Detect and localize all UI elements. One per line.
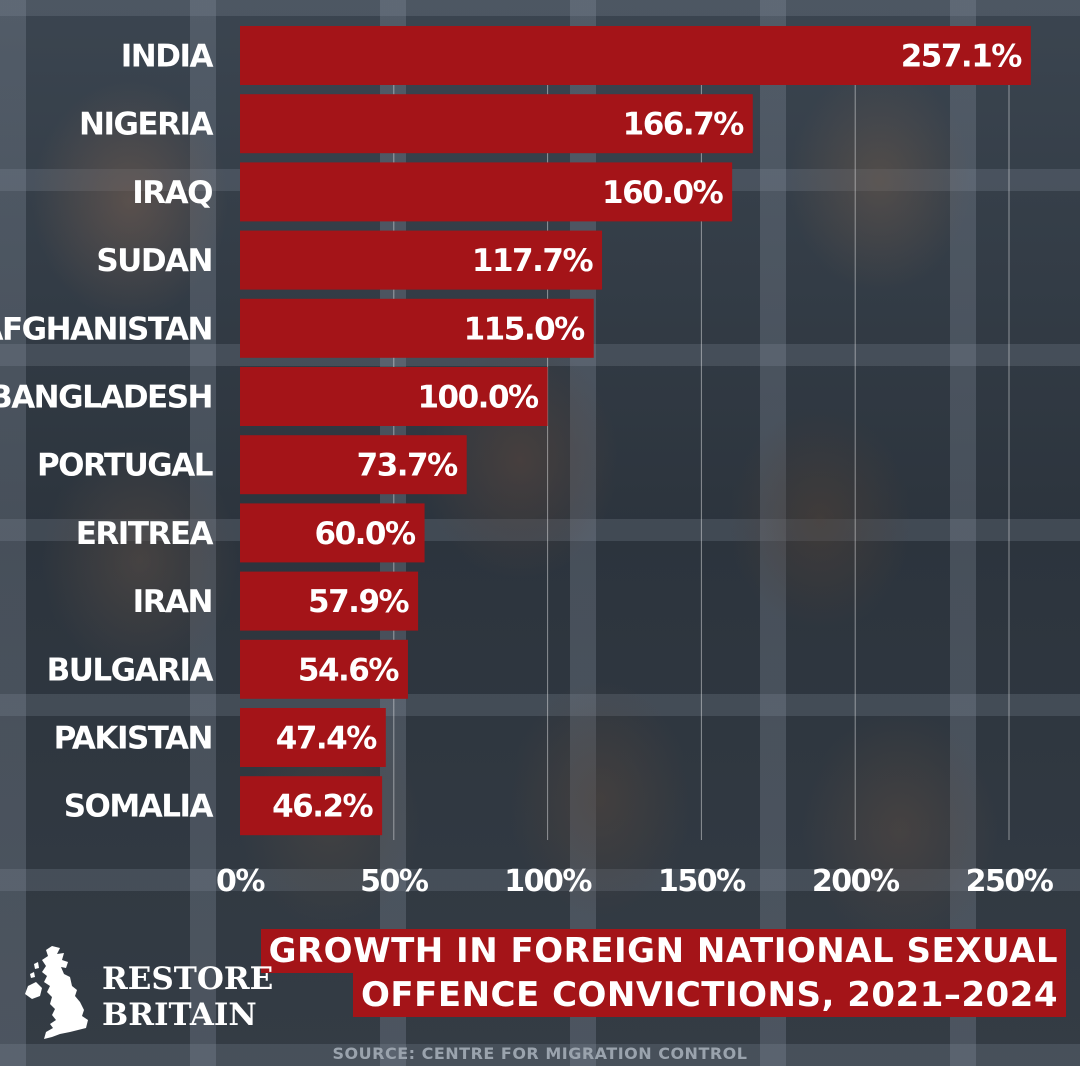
bar-bulgaria [240,639,408,699]
category-label-india: INDIA [121,39,214,75]
category-label-iraq: IRAQ [132,175,212,211]
chart-title-line-1: GROWTH IN FOREIGN NATIONAL SEXUAL [260,929,1066,973]
category-label-somalia: SOMALIA [64,789,214,825]
source-note: SOURCE: CENTRE FOR MIGRATION CONTROL [332,1044,748,1063]
uk-map-icon [25,946,88,1039]
category-label-iran: IRAN [133,584,212,620]
x-tick-label-0: 0% [216,864,265,899]
category-label-pakistan: PAKISTAN [54,721,212,757]
value-label-somalia: 46.2% [272,789,373,825]
value-label-afghanistan: 115.0% [464,311,586,347]
category-label-portugal: PORTUGAL [37,448,213,484]
category-label-eritrea: ERITREA [76,516,214,552]
x-tick-label-50: 50% [360,864,429,899]
bar-afghanistan [240,298,594,358]
chart-title: GROWTH IN FOREIGN NATIONAL SEXUAL OFFENC… [256,929,1066,1017]
logo-text-line-1: RESTORE [102,961,274,997]
bar-pakistan [240,708,386,767]
bar-chart: INDIA 257.1% NIGERIA 166.7% IRAQ 160.0% SUDAN 1… [0,26,1055,899]
bar-somalia [240,776,383,836]
x-tick-label-150: 150% [658,864,746,899]
value-label-eritrea: 60.0% [315,516,416,552]
bar-sudan [240,230,603,290]
category-label-sudan: SUDAN [96,243,212,279]
bar-iraq [240,162,733,222]
x-tick-label-200: 200% [812,864,900,899]
value-label-sudan: 117.7% [472,243,594,279]
restore-britain-logo: RESTORE BRITAIN [22,944,273,1044]
x-tick-label-100: 100% [504,864,592,899]
category-label-afghanistan: AFGHANISTAN [0,311,212,347]
category-label-nigeria: NIGERIA [79,107,214,143]
x-tick-label-250: 250% [966,864,1054,899]
value-label-iraq: 160.0% [602,175,724,211]
bar-portugal [240,435,467,495]
bar-nigeria [240,94,753,154]
value-label-pakistan: 47.4% [276,721,377,757]
value-label-india: 257.1% [901,39,1023,75]
value-label-portugal: 73.7% [357,448,458,484]
logo-text-line-2: BRITAIN [102,997,257,1033]
value-label-nigeria: 166.7% [623,107,745,143]
category-label-bulgaria: BULGARIA [47,652,214,688]
value-label-iran: 57.9% [308,584,409,620]
chart-title-line-2: OFFENCE CONVICTIONS, 2021–2024 [353,973,1066,1017]
bar-eritrea [240,503,425,563]
bar-iran [240,571,419,631]
bar-india [240,26,1031,85]
value-label-bulgaria: 54.6% [298,652,399,688]
value-label-bangladesh: 100.0% [417,380,539,416]
category-label-bangladesh: BANGLADESH [0,380,212,416]
bar-bangladesh [240,367,548,426]
